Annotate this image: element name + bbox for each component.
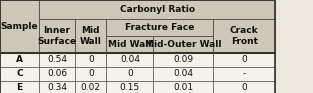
Bar [0,67,39,81]
Text: Mid-Outer Wall: Mid-Outer Wall [145,40,221,49]
Text: C: C [16,69,23,78]
Text: 0: 0 [88,69,94,78]
Bar [106,36,153,53]
Bar [0,0,39,53]
Bar [213,81,275,93]
Bar [39,53,75,67]
Text: Carbonyl Ratio: Carbonyl Ratio [120,5,195,14]
Bar [75,67,106,81]
Bar [39,67,75,81]
Bar [0,67,39,81]
Bar [75,53,106,67]
Bar [106,53,153,67]
Text: 0: 0 [127,69,133,78]
Bar [153,81,213,93]
Text: E: E [17,83,23,92]
Bar [153,36,213,53]
Text: Crack
Front: Crack Front [230,26,259,45]
Bar [0,81,39,93]
Text: 0: 0 [241,55,247,64]
Text: 0.04: 0.04 [120,55,140,64]
Bar [39,81,75,93]
Bar [106,81,153,93]
Bar [0,0,39,53]
Text: 0.54: 0.54 [47,55,67,64]
Bar [0,53,39,67]
Bar [213,81,275,93]
Bar [39,0,275,19]
Bar [0,0,275,93]
Text: 0.15: 0.15 [120,83,140,92]
Bar [153,67,213,81]
Bar [39,53,75,67]
Bar [213,67,275,81]
Bar [39,67,75,81]
Bar [153,36,213,53]
Bar [75,19,106,53]
Bar [153,53,213,67]
Bar [39,19,75,53]
Text: 0: 0 [88,55,94,64]
Text: Sample: Sample [1,22,38,31]
Bar [106,81,153,93]
Bar [213,19,275,53]
Bar [153,81,213,93]
Text: Mid
Wall: Mid Wall [80,26,102,45]
Bar [213,53,275,67]
Text: -: - [243,69,246,78]
Text: Fracture Face: Fracture Face [125,23,194,32]
Text: Inner
Surface: Inner Surface [38,26,77,45]
Bar [75,19,106,53]
Text: Mid Wall: Mid Wall [108,40,151,49]
Bar [75,81,106,93]
Bar [106,19,213,36]
Bar [153,53,213,67]
Bar [213,67,275,81]
Text: 0.02: 0.02 [81,83,101,92]
Text: 0: 0 [241,83,247,92]
Bar [75,81,106,93]
Bar [213,53,275,67]
Text: 0.09: 0.09 [173,55,193,64]
Bar [213,19,275,53]
Text: 0.34: 0.34 [47,83,67,92]
Text: A: A [16,55,23,64]
Bar [106,19,213,36]
Text: 0.06: 0.06 [47,69,67,78]
Bar [39,19,75,53]
Bar [39,81,75,93]
Bar [0,53,39,67]
Bar [106,53,153,67]
Bar [75,53,106,67]
Bar [39,0,275,19]
Bar [153,67,213,81]
Bar [106,67,153,81]
Bar [75,67,106,81]
Bar [0,81,39,93]
Bar [106,67,153,81]
Bar [106,36,153,53]
Text: 0.04: 0.04 [173,69,193,78]
Text: 0.01: 0.01 [173,83,193,92]
